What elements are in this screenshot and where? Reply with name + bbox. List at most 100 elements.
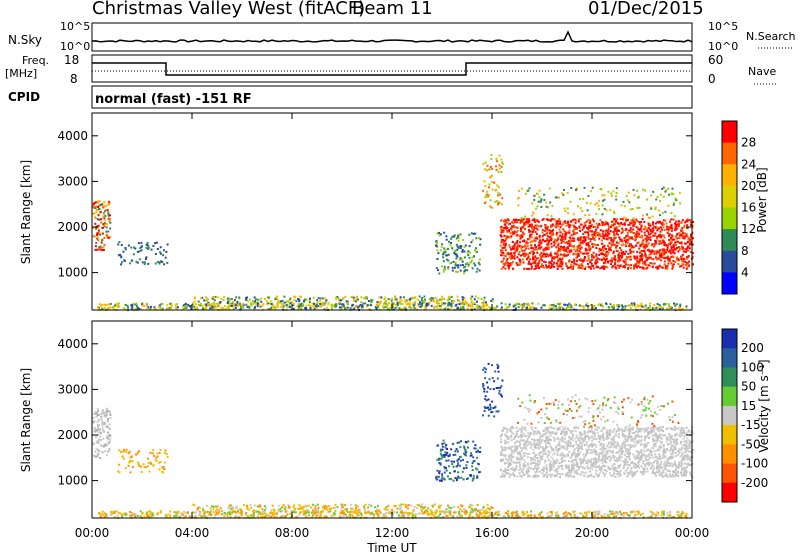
power-echo: [551, 218, 554, 221]
power-echo: [435, 240, 438, 242]
velocity-ground-scatter: [209, 507, 212, 510]
power-echo: [561, 256, 564, 259]
power-echo: [470, 259, 473, 262]
power-echo: [605, 220, 607, 223]
velocity-ground-scatter: [488, 511, 491, 514]
velocity-ground-scatter: [435, 509, 438, 512]
velocity-ground-scatter: [130, 514, 133, 517]
power-echo: [534, 221, 537, 224]
power-echo: [670, 212, 673, 214]
power-echo: [687, 265, 690, 268]
power-ground-scatter: [211, 297, 214, 300]
power-echo: [581, 228, 584, 231]
power-ground-scatter: [430, 304, 433, 307]
power-echo: [644, 245, 647, 248]
power-echo: [632, 228, 635, 231]
power-ground-scatter: [531, 306, 534, 309]
power-echo: [636, 242, 639, 244]
power-ground-scatter: [282, 305, 285, 308]
power-echo: [515, 218, 518, 221]
power-echo: [612, 250, 615, 253]
power-ground-scatter: [174, 306, 177, 309]
power-ground-scatter: [145, 302, 148, 305]
power-echo: [676, 256, 679, 259]
power-echo: [445, 258, 448, 261]
power-echo: [681, 219, 684, 222]
power-echo: [654, 250, 657, 253]
power-echo: [615, 226, 618, 229]
power-ground-scatter: [479, 308, 482, 311]
velocity-ground-scatter: [634, 510, 637, 513]
power-echo: [648, 250, 651, 253]
power-ground-scatter: [419, 303, 421, 305]
power-echo: [99, 204, 102, 206]
power-echo: [465, 263, 467, 266]
velocity-echo: [129, 471, 132, 474]
velocity-echo: [453, 460, 456, 463]
power-echo: [534, 240, 536, 243]
power-ground-scatter: [202, 306, 205, 309]
power-echo: [437, 269, 439, 272]
power-echo: [667, 242, 670, 245]
power-echo: [665, 265, 668, 268]
power-ground-scatter: [223, 295, 226, 298]
velocity-ground-scatter: [399, 511, 402, 514]
power-echo: [521, 225, 524, 228]
power-ground-scatter: [330, 303, 333, 306]
power-ground-scatter: [170, 307, 172, 310]
velocity-ground-scatter: [277, 509, 280, 512]
velocity-echo: [439, 452, 442, 455]
velocity-ground-scatter: [329, 510, 332, 513]
power-echo: [471, 239, 474, 242]
power-ground-scatter: [436, 306, 439, 309]
power-echo: [525, 247, 528, 250]
power-echo: [504, 267, 507, 270]
power-echo: [675, 244, 677, 246]
power-echo: [541, 259, 543, 262]
power-echo: [518, 251, 521, 253]
power-echo: [591, 237, 594, 240]
power-echo: [567, 247, 570, 250]
velocity-ground-scatter: [430, 512, 433, 515]
velocity-ground-scatter: [631, 510, 634, 513]
power-echo: [94, 201, 97, 204]
power-echo: [588, 247, 591, 250]
velocity-ground-scatter: [622, 512, 625, 515]
power-echo: [163, 263, 166, 266]
power-ground-scatter: [462, 296, 465, 299]
velocity-ground-scatter: [641, 512, 644, 515]
power-echo: [542, 264, 544, 267]
power-echo: [677, 246, 680, 249]
power-echo: [525, 240, 528, 243]
velocity-ground-scatter: [456, 515, 459, 518]
power-echo: [663, 260, 666, 263]
velocity-echo: [666, 436, 669, 439]
power-echo: [673, 238, 676, 241]
velocity-ground-scatter: [261, 512, 263, 514]
power-ground-scatter: [434, 305, 436, 308]
power-echo: [562, 228, 565, 231]
power-echo: [483, 180, 486, 183]
velocity-ground-scatter: [601, 516, 604, 519]
power-echo: [583, 236, 585, 239]
power-echo: [535, 227, 538, 230]
power-ground-scatter: [598, 303, 601, 305]
power-echo: [513, 230, 516, 233]
velocity-echo: [450, 478, 453, 481]
power-ground-scatter: [103, 306, 106, 309]
power-ground-scatter: [260, 300, 263, 303]
power-echo: [597, 204, 600, 207]
power-echo: [568, 226, 571, 229]
power-echo: [681, 253, 684, 256]
velocity-ground-scatter: [494, 512, 497, 515]
power-echo: [105, 226, 108, 229]
power-echo: [531, 247, 534, 250]
velocity-ground-scatter: [159, 511, 162, 514]
power-echo: [545, 231, 548, 234]
power-echo: [488, 168, 491, 171]
power-echo: [487, 195, 489, 198]
velocity-ground-scatter: [620, 512, 623, 515]
velocity-ground-scatter: [339, 512, 342, 515]
power-echo: [663, 244, 666, 247]
power-ground-scatter: [553, 305, 556, 308]
